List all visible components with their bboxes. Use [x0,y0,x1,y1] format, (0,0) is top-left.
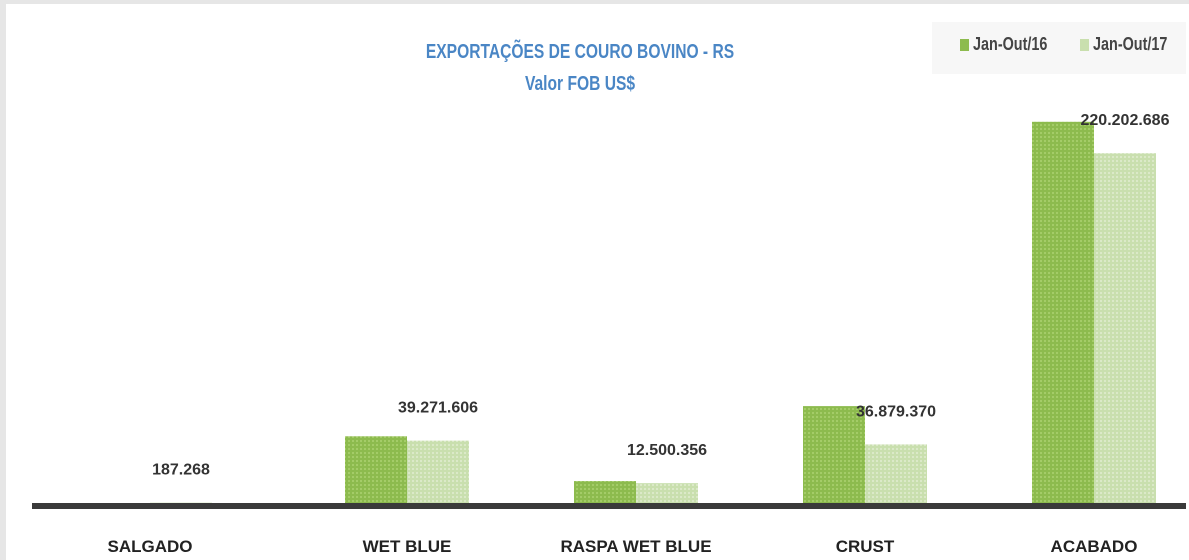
category-label-wet-blue: WET BLUE [363,537,452,556]
data-label-wet-blue: 39.271.606 [398,400,478,417]
legend-label-series-2: Jan-Out/17 [1093,34,1168,54]
category-label-salgado: SALGADO [108,537,193,556]
legend-item-series-1: Jan-Out/16 [960,34,1066,55]
bar-wet-blue-series-1 [345,436,407,503]
data-label-acabado: 220.202.686 [1081,112,1170,129]
bar-acabado-series-2 [1094,153,1156,504]
bar-raspa-wet-blue-series-2 [636,483,698,503]
category-label-acabado: ACABADO [1051,537,1138,556]
chart-title: EXPORTAÇÕES DE COURO BOVINO - RS [425,41,735,63]
x-axis-line [32,503,1186,509]
data-label-salgado: 187.268 [152,462,210,479]
legend-swatch-series-1 [960,38,969,51]
chart-legend: Jan-Out/16 Jan-Out/17 [932,22,1186,74]
chart-title-block: EXPORTAÇÕES DE COURO BOVINO - RS Valor F… [408,36,751,100]
legend-swatch-series-2 [1080,38,1089,51]
category-label-raspa-wet-blue: RASPA WET BLUE [560,537,711,556]
legend-item-series-2: Jan-Out/17 [1080,34,1186,55]
bar-crust-series-1 [803,406,865,503]
bar-acabado-series-1 [1032,121,1094,504]
data-label-raspa-wet-blue: 12.500.356 [627,442,707,459]
chart-subtitle: Valor FOB US$ [524,73,636,95]
legend-label-series-1: Jan-Out/16 [973,34,1048,54]
category-label-crust: CRUST [836,537,895,556]
data-label-crust: 36.879.370 [856,403,936,420]
bar-crust-series-2 [865,444,927,503]
bar-wet-blue-series-2 [407,440,469,503]
bar-raspa-wet-blue-series-1 [574,481,636,503]
